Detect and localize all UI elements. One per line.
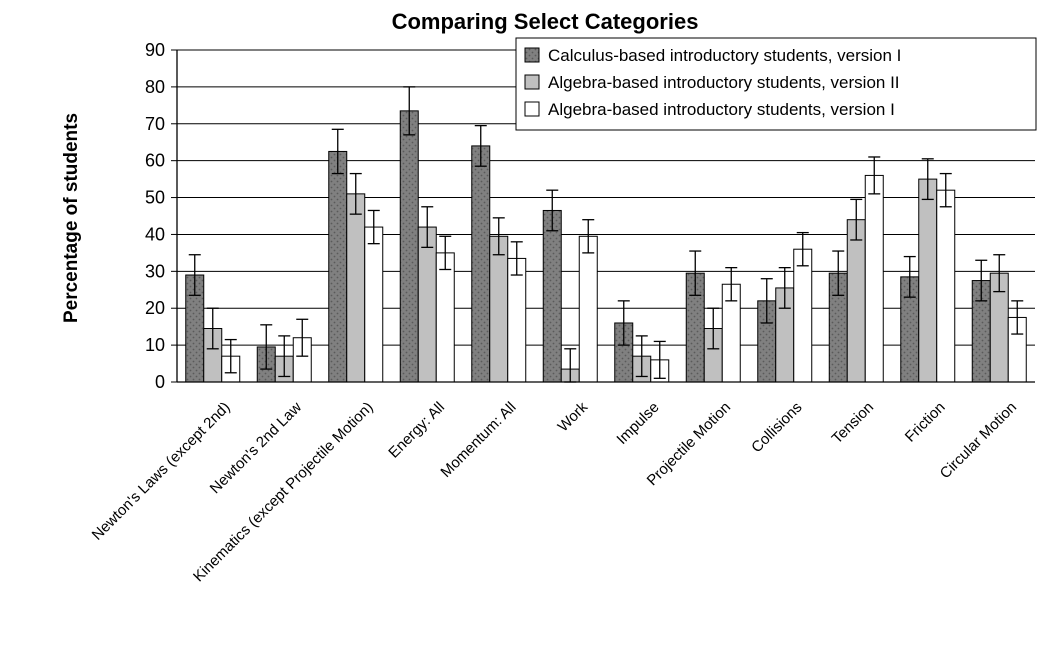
bar [435, 252, 455, 383]
legend-box [515, 37, 1037, 131]
y-tick-label: 0 [155, 372, 165, 392]
y-axis-label: Percentage of students [61, 113, 82, 323]
x-tick-label: Energy: All [385, 399, 448, 462]
bar [936, 189, 956, 383]
x-tick-label: Friction [902, 399, 949, 446]
x-tick-label: Circular Motion [937, 399, 1020, 482]
bar [846, 219, 866, 383]
x-tick-label: Tension [828, 399, 877, 448]
x-tick-label: Work [554, 398, 591, 435]
bar [328, 150, 348, 383]
legend-swatch [524, 47, 540, 63]
legend-swatch [524, 101, 540, 117]
bar [864, 174, 884, 383]
x-tick-label: Newton's Laws (except 2nd) [89, 399, 234, 544]
y-tick-label: 90 [145, 40, 165, 60]
x-tick-label: Momentum: All [437, 399, 519, 481]
chart-title: Comparing Select Categories [392, 9, 699, 34]
bars [185, 110, 1027, 383]
y-tick-label: 70 [145, 114, 165, 134]
bar [399, 110, 419, 383]
y-tick-label: 10 [145, 335, 165, 355]
legend: Calculus-based introductory students, ve… [515, 37, 1037, 131]
bar [793, 248, 813, 383]
axes [176, 50, 1035, 383]
bar [507, 257, 527, 383]
error-bars [188, 86, 1024, 383]
legend-label: Algebra-based introductory students, ver… [548, 73, 900, 92]
y-tick-label: 60 [145, 151, 165, 171]
x-axis-labels: Newton's Laws (except 2nd)Newton's 2nd L… [89, 398, 1020, 585]
legend-label: Algebra-based introductory students, ver… [548, 100, 895, 119]
bar [471, 145, 491, 383]
bar [918, 178, 938, 383]
x-tick-label: Impulse [613, 399, 662, 448]
y-tick-label: 30 [145, 261, 165, 281]
bar [489, 235, 509, 383]
bar [417, 226, 437, 383]
y-tick-label: 20 [145, 298, 165, 318]
bar [346, 193, 366, 383]
y-axis-ticks: 0 10 20 30 40 50 60 70 80 90 [145, 40, 177, 392]
x-tick-label: Collisions [748, 399, 805, 456]
bar [542, 209, 562, 383]
bar [364, 226, 384, 383]
y-tick-label: 80 [145, 77, 165, 97]
legend-label: Calculus-based introductory students, ve… [548, 46, 901, 65]
bar [578, 235, 598, 383]
legend-swatch [524, 74, 540, 90]
y-tick-label: 50 [145, 188, 165, 208]
y-tick-label: 40 [145, 224, 165, 244]
